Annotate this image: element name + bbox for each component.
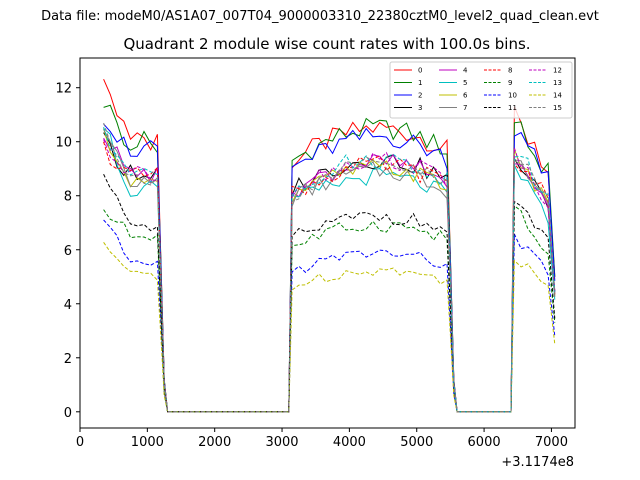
y-tick-label: 2 (64, 352, 72, 367)
legend-label-11: 11 (508, 104, 517, 112)
y-tick-label: 10 (55, 136, 72, 151)
series-line-13 (103, 126, 556, 413)
legend-label-12: 12 (553, 67, 562, 75)
x-tick-label: 4000 (333, 435, 366, 450)
legend-label-5: 5 (463, 79, 467, 87)
y-tick-label: 12 (55, 82, 72, 97)
x-tick-label: 3000 (265, 435, 298, 450)
y-tick-label: 6 (64, 244, 72, 259)
legend-label-9: 9 (508, 79, 512, 87)
x-tick-label: 6000 (468, 435, 501, 450)
legend-label-6: 6 (463, 92, 468, 100)
y-tick-label: 0 (64, 406, 72, 421)
series-line-14 (103, 242, 556, 413)
x-tick-label: 7000 (535, 435, 568, 450)
plot-frame (79, 57, 576, 429)
x-tick-label: 0 (76, 435, 84, 450)
y-tick-label: 4 (64, 298, 72, 313)
series-line-15 (103, 122, 556, 413)
legend-label-1: 1 (418, 79, 422, 87)
x-tick-label: 1000 (131, 435, 164, 450)
legend-label-0: 0 (418, 67, 422, 75)
legend-label-13: 13 (553, 79, 562, 87)
legend-label-4: 4 (463, 67, 468, 75)
legend-label-2: 2 (418, 92, 422, 100)
legend-box (389, 61, 573, 119)
legend-label-8: 8 (508, 67, 512, 75)
y-tick-label: 8 (64, 190, 72, 205)
legend-label-3: 3 (418, 104, 422, 112)
x-axis-offset-label: +3.1174e8 (501, 455, 574, 470)
series-line-12 (103, 139, 556, 413)
legend-label-15: 15 (553, 104, 562, 112)
x-tick-label: 5000 (400, 435, 433, 450)
figure-suptitle: Data file: modeM0/AS1A07_007T04_90000033… (41, 9, 599, 24)
legend-label-14: 14 (553, 92, 562, 100)
series-layer (103, 78, 556, 413)
legend-label-7: 7 (463, 104, 467, 112)
x-tick-label: 2000 (198, 435, 231, 450)
chart-title: Quadrant 2 module wise count rates with … (123, 35, 530, 53)
legend-label-10: 10 (508, 92, 517, 100)
